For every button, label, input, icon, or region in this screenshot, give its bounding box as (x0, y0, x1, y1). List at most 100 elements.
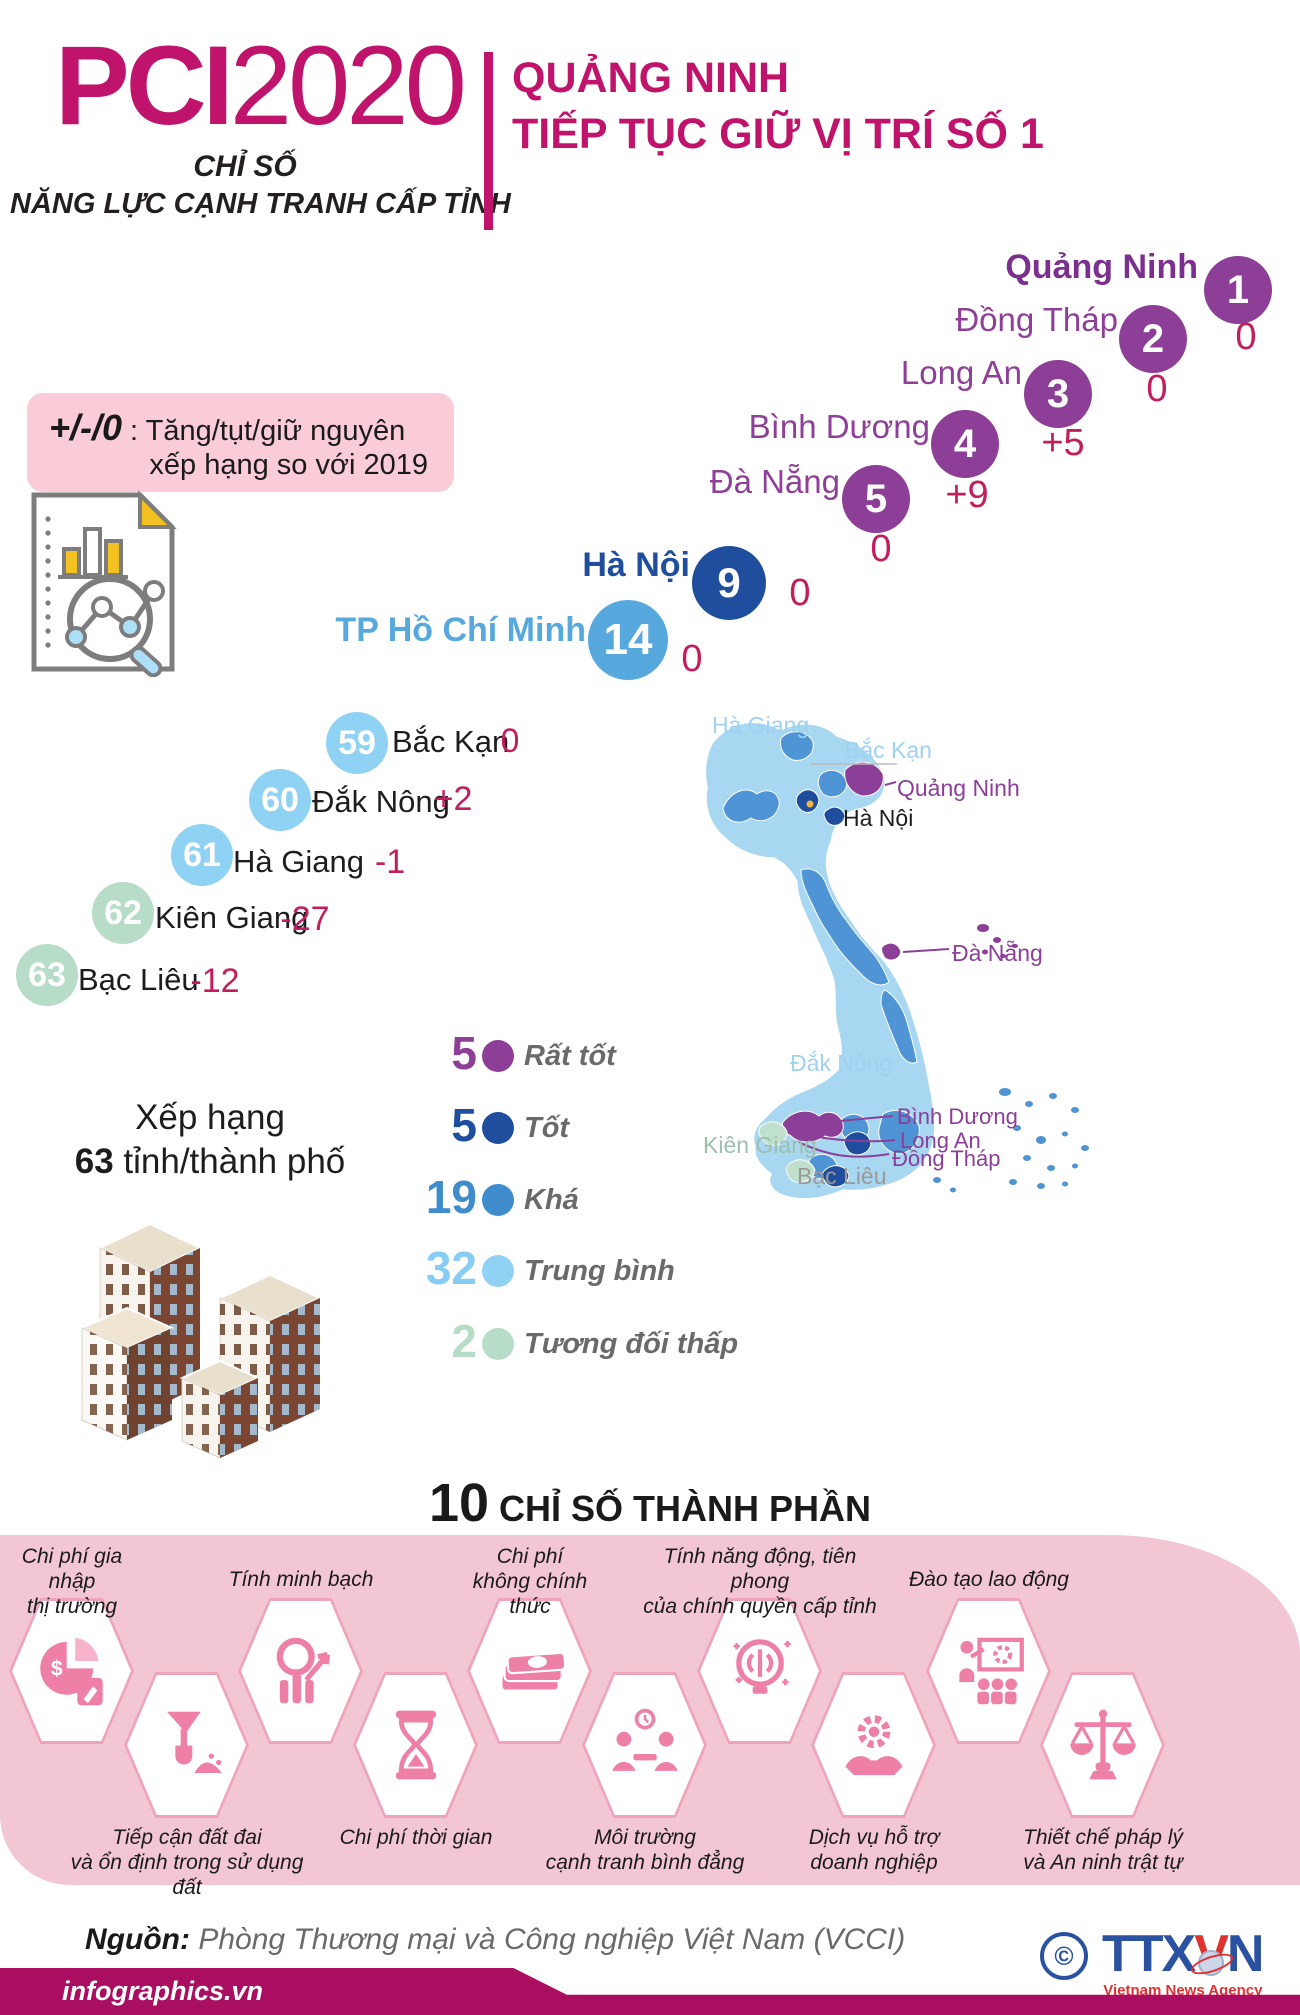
change-legend-text2: xếp hạng so với 2019 (149, 449, 428, 481)
change-legend-box: +/-/0 : Tăng/tụt/giữ nguyên xếp hạng so … (27, 393, 454, 492)
component-label: Dịch vụ hỗ trợ doanh nghiệp (808, 1826, 940, 1874)
component-label: Chi phí gia nhập thị trường (21, 1545, 123, 1618)
category-dot-icon (482, 1112, 514, 1144)
vietnam-map (704, 721, 1089, 1200)
map-label-quang-ninh: Quảng Ninh (897, 775, 1020, 801)
rank-number: 5 (864, 476, 888, 521)
rank-circle: 63 (16, 944, 78, 1006)
source-label: Nguồn: (85, 1923, 190, 1956)
component-label: Môi trường cạnh tranh bình đẳng (545, 1826, 745, 1874)
rank-number: 61 (183, 835, 221, 874)
map-label-ha-giang: Hà Giang (712, 712, 810, 738)
rank-number: 3 (1046, 371, 1070, 416)
rank-change: 0 (1146, 368, 1168, 410)
province-label: Hà Giang (233, 844, 364, 879)
rank-circle: 5 (842, 465, 910, 533)
province-label: TP Hồ Chí Minh (335, 611, 586, 649)
category-count: 32 (425, 1242, 477, 1294)
category-label: Rất tốt (524, 1040, 616, 1072)
time-cost-icon (395, 1710, 436, 1780)
change-legend-text1: : Tăng/tụt/giữ nguyên (130, 415, 406, 447)
category-dot-icon (482, 1328, 514, 1360)
dynamism-icon (733, 1639, 791, 1694)
rank-number: 60 (261, 780, 299, 819)
rank-number: 14 (603, 615, 653, 664)
category-label: Khá (524, 1184, 579, 1216)
rank-circle: 3 (1024, 360, 1092, 428)
logo-subtitle-1: CHỈ SỐ (193, 150, 297, 183)
rank-change: -1 (374, 843, 406, 881)
component-label: Tiếp cận đất đai và ổn định trong sử dụng… (70, 1826, 304, 1899)
infographics-site-label: infographics.vn (62, 1976, 264, 2006)
pci-logo-text: PCI (55, 23, 234, 148)
summary-line1: Xếp hạng (135, 1098, 285, 1137)
rank-circle: 14 (588, 600, 668, 680)
province-label: Đà Nẵng (709, 463, 840, 500)
province-label: Quảng Ninh (1005, 248, 1198, 286)
rank-circle: 60 (249, 769, 311, 831)
component-label: Thiết chế pháp lý và An ninh trật tự (1023, 1826, 1183, 1874)
components-heading-text: CHỈ SỐ THÀNH PHẦN (499, 1488, 872, 1529)
ttxvn-logo: © TTX V N Vietnam News Agency (1040, 1925, 1265, 1999)
map-label-kien-giang: Kiên Giang (703, 1132, 817, 1158)
labor-training-icon (958, 1637, 1024, 1705)
rank-circle: 9 (692, 546, 766, 620)
rank-change: 0 (681, 638, 703, 680)
source-text: Phòng Thương mại và Công nghiệp Việt Nam… (198, 1923, 906, 1956)
svg-text:$: $ (50, 1658, 62, 1681)
province-label: Đồng Tháp (955, 301, 1118, 338)
component-label: Chi phí không chính thức (472, 1545, 588, 1618)
rank-change: 0 (870, 528, 892, 570)
summary-line2: 63 tỉnh/thành phố (20, 1142, 400, 1182)
map-label-ha-noi: Hà Nội (843, 805, 914, 831)
pci-logo-year: 2020 (229, 23, 467, 148)
hexagon-legal (1040, 1672, 1165, 1818)
rank-change: -27 (280, 900, 330, 938)
province-label: Kiên Giang (155, 900, 309, 935)
rank-number: 63 (28, 955, 66, 994)
rank-change: +9 (945, 474, 989, 516)
rank-number: 59 (338, 723, 376, 762)
hexagon-market-entry: $ (9, 1598, 134, 1744)
hexagon-transparency (238, 1598, 363, 1744)
rank-number: 9 (717, 559, 741, 606)
category-label: Tốt (524, 1112, 570, 1144)
category-label: Tương đối thấp (524, 1328, 739, 1360)
rank-change: +2 (433, 780, 473, 818)
summary-line2-rest: tỉnh/thành phố (113, 1142, 346, 1181)
business-support-icon (844, 1715, 903, 1776)
category-dot-icon (482, 1040, 514, 1072)
rank-circle: 59 (326, 712, 388, 774)
rank-number: 1 (1226, 267, 1250, 312)
market-entry-icon: $ (39, 1637, 103, 1706)
ttxvn-tagline: Vietnam News Agency (1103, 1982, 1263, 1999)
globe-icon (1198, 1950, 1224, 1976)
rank-circle: 62 (92, 882, 154, 944)
ttxvn-text-blue2: N (1226, 1925, 1265, 1983)
source-line: Nguồn: Phòng Thương mại và Công nghiệp V… (85, 1923, 905, 1957)
legal-icon (1069, 1709, 1136, 1780)
rank-change: -12 (190, 962, 240, 1000)
component-label: Đào tạo lao động (909, 1568, 1069, 1591)
change-legend-symbol: +/-/0 (49, 407, 123, 448)
fair-competition-icon (611, 1708, 678, 1771)
category-dot-icon (482, 1184, 514, 1216)
page-title-line2: TIẾP TỤC GIỮ VỊ TRÍ SỐ 1 (512, 110, 1044, 158)
map-label-binh-duong: Bình Dương (897, 1104, 1018, 1129)
map-label-dong-thap: Đồng Tháp (892, 1146, 1001, 1171)
province-label: Bình Dương (748, 408, 930, 445)
ttxvn-text-blue1: TTX (1102, 1925, 1196, 1983)
map-label-dak-nong: Đắk Nông (790, 1050, 893, 1076)
hexagon-land-access (124, 1672, 249, 1818)
map-label-bac-lieu: Bạc Liêu (797, 1163, 887, 1189)
rank-circle: 4 (931, 410, 999, 478)
rank-change: +5 (1041, 422, 1085, 464)
rank-circle: 1 (1204, 256, 1272, 324)
copyright-icon: © (1040, 1932, 1088, 1980)
components-heading: 10 CHỈ SỐ THÀNH PHẦN (370, 1472, 930, 1534)
pci-logo: PCI 2020 (55, 23, 467, 148)
rank-number: 62 (104, 893, 142, 932)
header-divider (484, 52, 493, 230)
province-label: Long An (900, 354, 1022, 391)
